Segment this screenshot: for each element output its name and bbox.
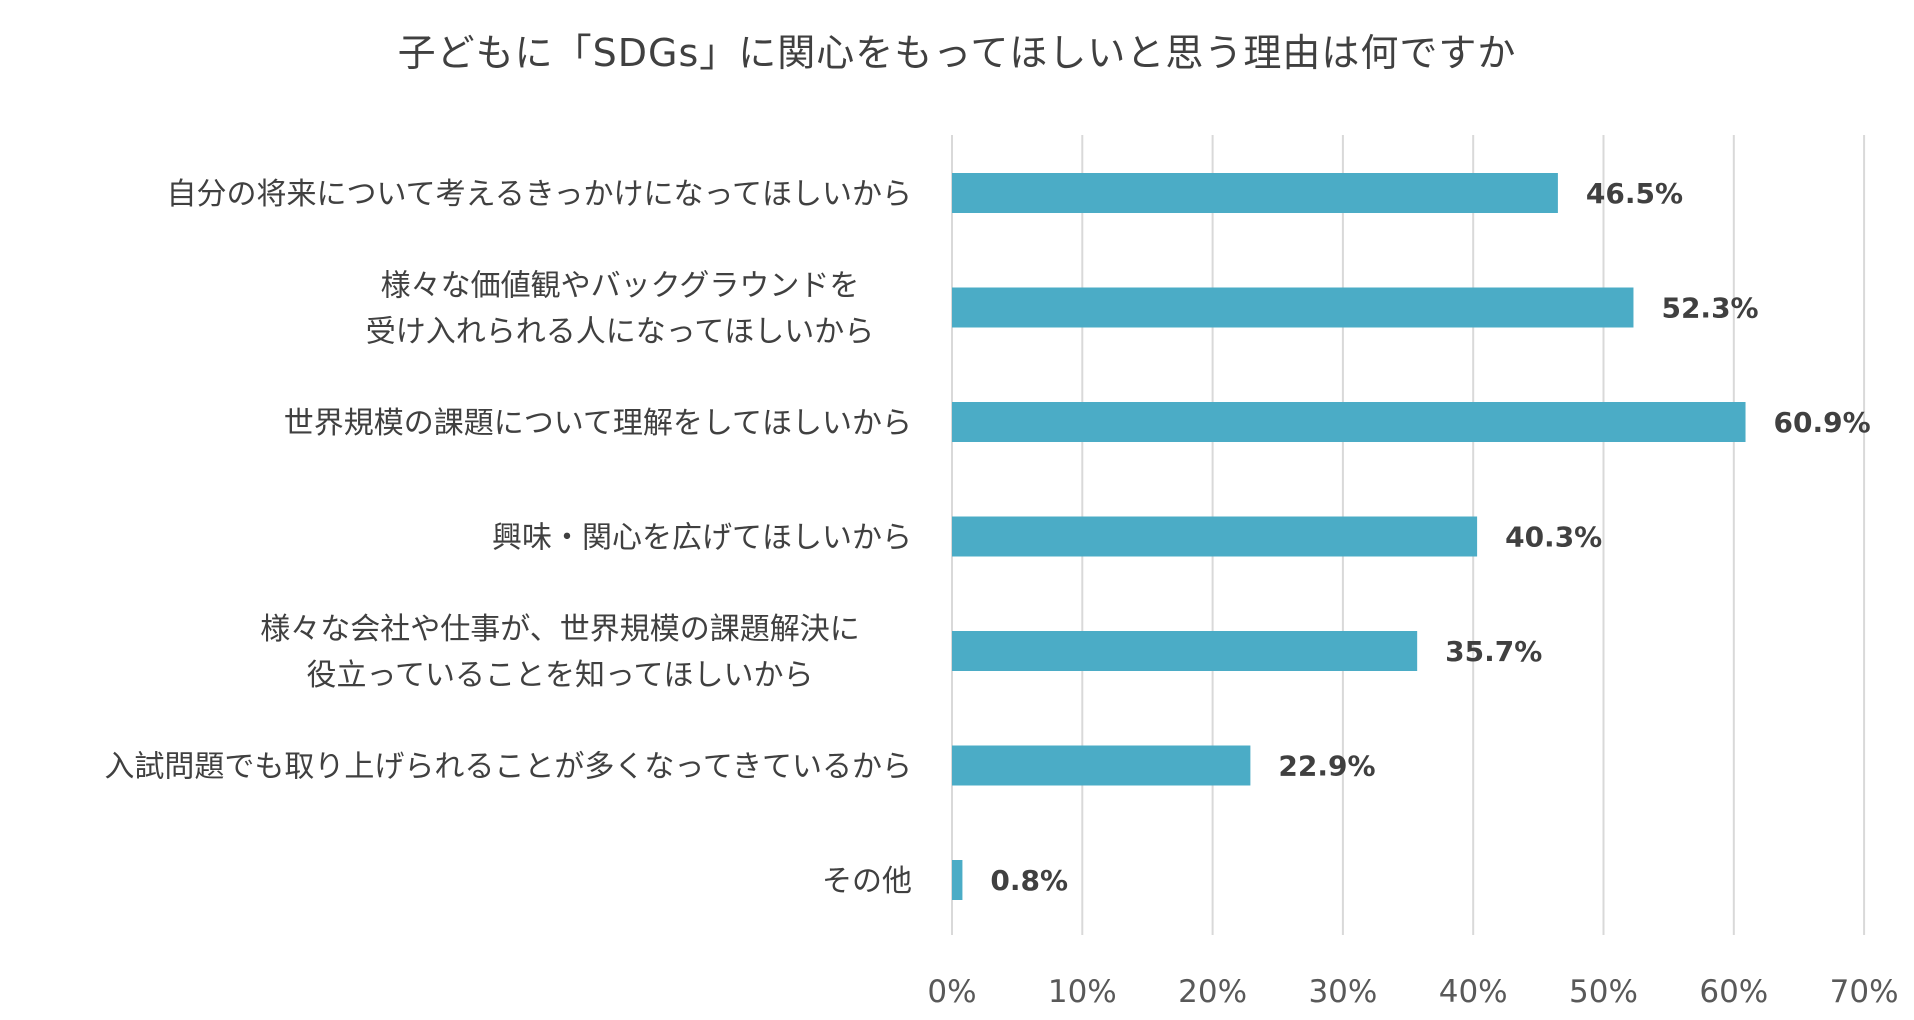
category-label: 自分の将来について考えるきっかけになってほしいから bbox=[167, 177, 913, 212]
x-tick-label: 10% bbox=[1048, 974, 1117, 1010]
category-label: 世界規模の課題について理解をしてほしいから bbox=[284, 406, 912, 441]
bar bbox=[952, 745, 1251, 786]
category-label: その他 bbox=[822, 864, 912, 899]
data-label: 22.9% bbox=[1278, 750, 1375, 783]
x-tick-label: 70% bbox=[1830, 974, 1899, 1010]
chart-title: 子どもに「SDGs」に関心をもってほしいと思う理由は何ですか bbox=[397, 31, 1517, 75]
category-label-line: 様々な価値観やバックグラウンドを bbox=[381, 269, 860, 304]
bar bbox=[952, 516, 1478, 557]
category-label-line: 受け入れられる人になってほしいから bbox=[366, 315, 875, 350]
category-label-line: 自分の将来について考えるきっかけになってほしいから bbox=[167, 177, 913, 212]
category-label: 興味・関心を広げてほしいから bbox=[492, 521, 912, 556]
category-label-line: 興味・関心を広げてほしいから bbox=[492, 521, 912, 556]
x-axis-tick-labels: 0% 10% 20% 30% 40% 50% 60% 70% bbox=[927, 974, 1898, 1010]
x-tick-label: 50% bbox=[1569, 974, 1638, 1010]
data-label: 0.8% bbox=[990, 864, 1068, 897]
category-labels: 自分の将来について考えるきっかけになってほしいから様々な価値観やバックグラウンド… bbox=[104, 177, 912, 899]
data-label: 40.3% bbox=[1505, 521, 1602, 554]
category-label-line: その他 bbox=[822, 864, 912, 899]
category-label: 様々な会社や仕事が、世界規模の課題解決に役立っていることを知ってほしいから bbox=[260, 612, 859, 693]
category-label-line: 様々な会社や仕事が、世界規模の課題解決に bbox=[260, 612, 859, 647]
bar bbox=[952, 402, 1746, 442]
x-tick-label: 20% bbox=[1178, 974, 1247, 1010]
category-label-line: 世界規模の課題について理解をしてほしいから bbox=[284, 406, 912, 441]
data-label: 35.7% bbox=[1445, 635, 1542, 668]
x-tick-label: 40% bbox=[1439, 974, 1508, 1010]
category-label-line: 役立っていることを知ってほしいから bbox=[307, 658, 814, 693]
bar bbox=[952, 173, 1558, 213]
bar bbox=[952, 860, 963, 900]
bar bbox=[952, 631, 1418, 671]
bars bbox=[952, 173, 1746, 900]
data-label: 52.3% bbox=[1661, 292, 1758, 325]
data-label: 46.5% bbox=[1586, 177, 1683, 210]
category-label-line: 入試問題でも取り上げられることが多くなってきているから bbox=[104, 750, 912, 785]
x-tick-label: 30% bbox=[1308, 974, 1377, 1010]
category-label: 入試問題でも取り上げられることが多くなってきているから bbox=[104, 750, 912, 785]
category-label: 様々な価値観やバックグラウンドを受け入れられる人になってほしいから bbox=[366, 269, 875, 350]
bar bbox=[952, 287, 1634, 328]
x-tick-label: 60% bbox=[1699, 974, 1768, 1010]
x-tick-label: 0% bbox=[927, 974, 976, 1010]
data-labels: 46.5% 52.3% 60.9% 40.3% 35.7% 22.9% 0.8% bbox=[990, 177, 1870, 897]
data-label: 60.9% bbox=[1774, 406, 1871, 439]
